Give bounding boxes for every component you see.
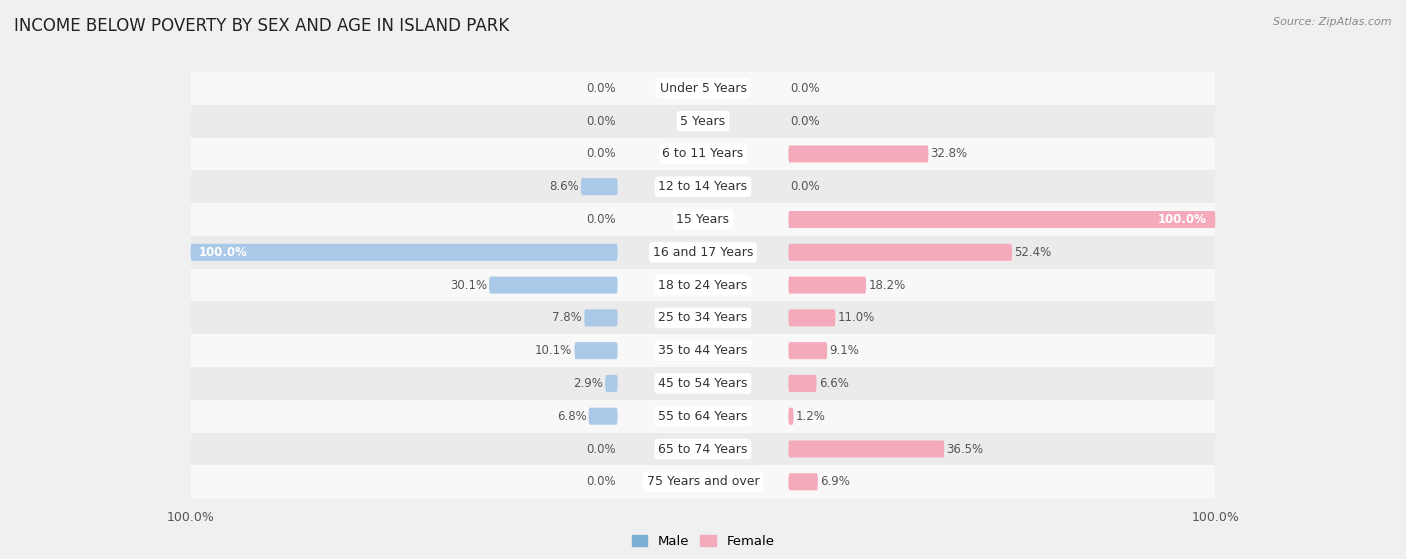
Bar (191, 105, 1215, 138)
Text: 100.0%: 100.0% (200, 246, 247, 259)
Text: 0.0%: 0.0% (790, 115, 820, 127)
Text: 0.0%: 0.0% (790, 180, 820, 193)
Text: 65 to 74 Years: 65 to 74 Years (658, 443, 748, 456)
Text: 6 to 11 Years: 6 to 11 Years (662, 148, 744, 160)
Text: Source: ZipAtlas.com: Source: ZipAtlas.com (1274, 17, 1392, 27)
Text: 10.1%: 10.1% (536, 344, 572, 357)
Bar (191, 72, 1215, 105)
Text: 52.4%: 52.4% (1014, 246, 1052, 259)
Text: 32.8%: 32.8% (931, 148, 967, 160)
FancyBboxPatch shape (789, 342, 827, 359)
Bar (191, 367, 1215, 400)
Bar (191, 301, 1215, 334)
Text: 2.9%: 2.9% (574, 377, 603, 390)
Bar (191, 269, 1215, 301)
Text: 0.0%: 0.0% (586, 82, 616, 95)
FancyBboxPatch shape (585, 309, 617, 326)
Bar (191, 400, 1215, 433)
Text: 6.6%: 6.6% (818, 377, 849, 390)
Bar (191, 433, 1215, 466)
Text: 0.0%: 0.0% (586, 475, 616, 489)
Text: 45 to 54 Years: 45 to 54 Years (658, 377, 748, 390)
Text: 12 to 14 Years: 12 to 14 Years (658, 180, 748, 193)
Text: 11.0%: 11.0% (838, 311, 875, 324)
Bar (191, 334, 1215, 367)
FancyBboxPatch shape (789, 375, 817, 392)
Text: 0.0%: 0.0% (790, 82, 820, 95)
Bar (191, 203, 1215, 236)
Legend: Male, Female: Male, Female (626, 529, 780, 553)
Text: 18 to 24 Years: 18 to 24 Years (658, 278, 748, 292)
Text: 9.1%: 9.1% (830, 344, 859, 357)
Text: 7.8%: 7.8% (553, 311, 582, 324)
FancyBboxPatch shape (789, 277, 866, 293)
Text: 16 and 17 Years: 16 and 17 Years (652, 246, 754, 259)
Text: 1.2%: 1.2% (796, 410, 825, 423)
FancyBboxPatch shape (789, 440, 945, 457)
Text: 36.5%: 36.5% (946, 443, 983, 456)
Text: 0.0%: 0.0% (586, 443, 616, 456)
FancyBboxPatch shape (191, 244, 617, 261)
Bar (191, 138, 1215, 170)
Bar (191, 236, 1215, 269)
FancyBboxPatch shape (589, 408, 617, 425)
Text: 0.0%: 0.0% (586, 148, 616, 160)
Text: 6.8%: 6.8% (557, 410, 586, 423)
Text: 0.0%: 0.0% (586, 115, 616, 127)
Text: 75 Years and over: 75 Years and over (647, 475, 759, 489)
Text: 25 to 34 Years: 25 to 34 Years (658, 311, 748, 324)
FancyBboxPatch shape (489, 277, 617, 293)
Text: INCOME BELOW POVERTY BY SEX AND AGE IN ISLAND PARK: INCOME BELOW POVERTY BY SEX AND AGE IN I… (14, 17, 509, 35)
Text: 35 to 44 Years: 35 to 44 Years (658, 344, 748, 357)
Text: 30.1%: 30.1% (450, 278, 486, 292)
FancyBboxPatch shape (789, 145, 928, 163)
FancyBboxPatch shape (581, 178, 617, 195)
Text: 100.0%: 100.0% (1159, 213, 1206, 226)
FancyBboxPatch shape (789, 244, 1012, 261)
Bar (191, 466, 1215, 498)
Text: 5 Years: 5 Years (681, 115, 725, 127)
Text: Under 5 Years: Under 5 Years (659, 82, 747, 95)
Text: 6.9%: 6.9% (820, 475, 849, 489)
Text: 15 Years: 15 Years (676, 213, 730, 226)
Bar (191, 170, 1215, 203)
Text: 0.0%: 0.0% (586, 213, 616, 226)
Text: 18.2%: 18.2% (869, 278, 905, 292)
FancyBboxPatch shape (789, 408, 793, 425)
FancyBboxPatch shape (789, 309, 835, 326)
FancyBboxPatch shape (789, 211, 1215, 228)
FancyBboxPatch shape (789, 473, 818, 490)
FancyBboxPatch shape (605, 375, 617, 392)
Text: 55 to 64 Years: 55 to 64 Years (658, 410, 748, 423)
Text: 8.6%: 8.6% (548, 180, 579, 193)
FancyBboxPatch shape (575, 342, 617, 359)
